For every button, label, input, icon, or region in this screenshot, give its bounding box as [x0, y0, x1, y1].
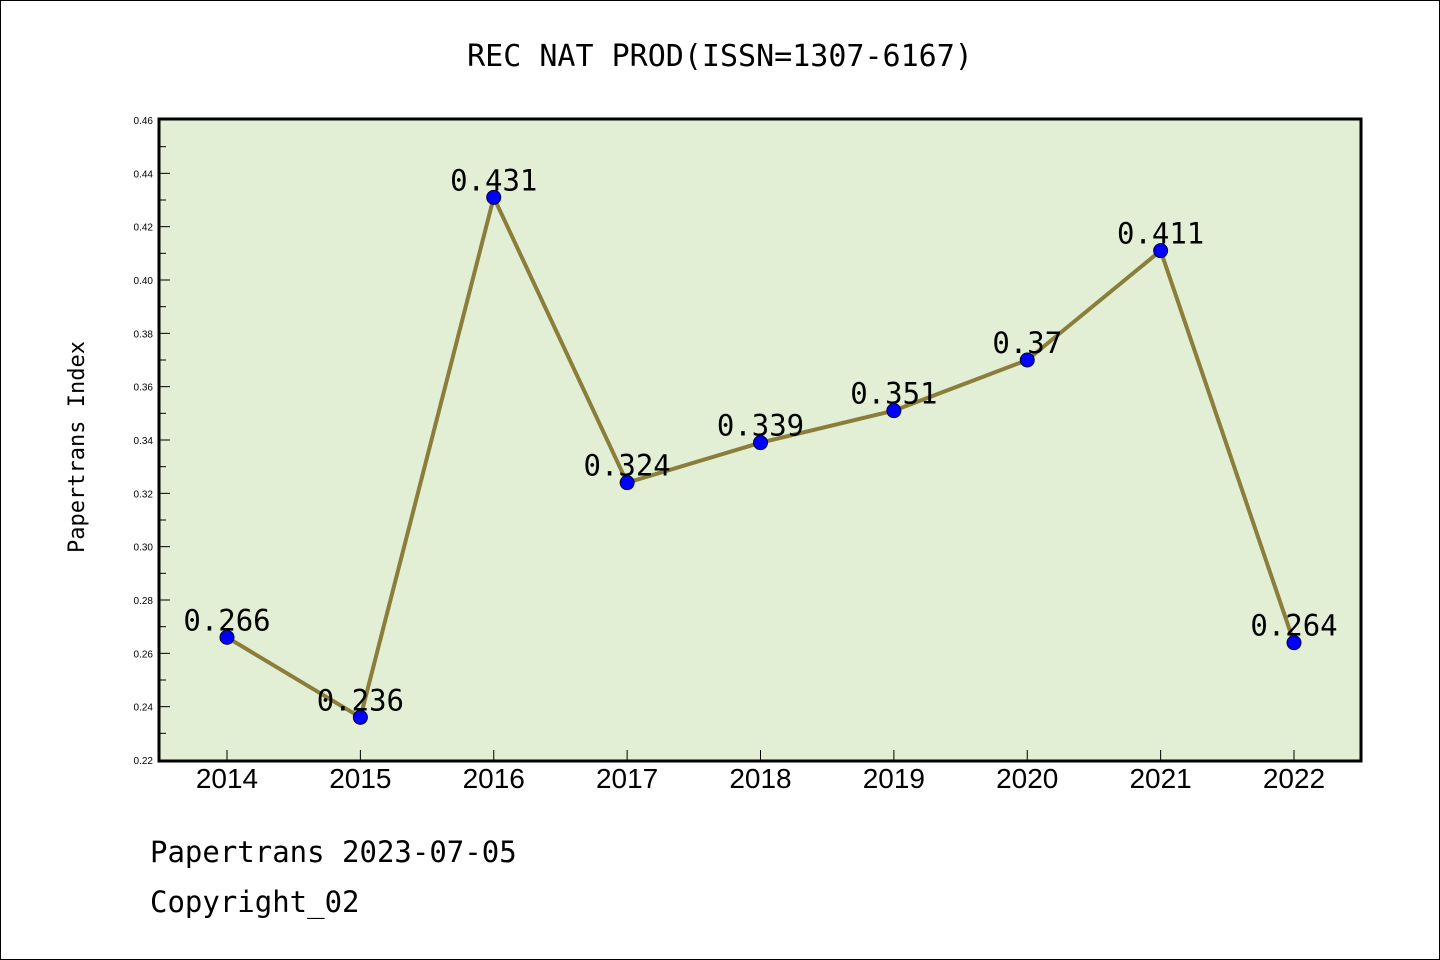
y-tick-label: 0.38: [134, 329, 154, 340]
y-tick-label: 0.42: [134, 223, 154, 234]
data-point: [886, 403, 902, 419]
y-axis-label: Papertrans Index: [65, 341, 90, 553]
x-tick-label: 2016: [463, 763, 525, 794]
y-tick-label: 0.22: [134, 756, 154, 767]
data-point: [753, 435, 768, 451]
data-point: [1019, 352, 1035, 368]
data-label: 0.339: [717, 409, 804, 443]
x-tick-label: 2021: [1129, 763, 1191, 794]
x-tick-label: 2019: [863, 763, 925, 794]
y-tick-label: 0.36: [134, 383, 154, 394]
data-label: 0.264: [1250, 609, 1337, 643]
x-tick-label: 2014: [196, 763, 258, 794]
y-tick-label: 0.40: [134, 276, 154, 287]
y-tick-label: 0.46: [134, 116, 154, 127]
x-tick-label: 2020: [996, 763, 1058, 794]
x-tick-label: 2022: [1263, 763, 1325, 794]
y-tick-label: 0.28: [134, 596, 154, 607]
data-label: 0.411: [1117, 217, 1204, 251]
data-label: 0.351: [850, 377, 937, 411]
x-tick-label: 2018: [729, 763, 791, 794]
data-point: [1153, 243, 1169, 259]
data-point: [352, 709, 368, 725]
x-tick-label: 2017: [596, 763, 658, 794]
x-axis: 2014 2015 2016 2017 2018 2019 2020 2021 2022: [196, 750, 1325, 794]
data-label: 0.236: [317, 683, 404, 717]
data-point: [219, 629, 235, 645]
data-point: [1286, 635, 1302, 651]
data-label: 0.431: [450, 163, 537, 197]
data-label: 0.37: [992, 326, 1062, 360]
footer-date: Papertrans 2023-07-05: [150, 835, 517, 869]
y-tick-label: 0.34: [134, 436, 154, 447]
data-point: [486, 189, 502, 205]
data-point: [619, 475, 635, 491]
data-label: 0.324: [583, 449, 670, 483]
chart-title: REC NAT PROD(ISSN=1307-6167): [467, 39, 973, 74]
data-labels: 0.266 0.236 0.431 0.324 0.339 0.351 0.37 0.411 0…: [183, 163, 1337, 717]
footer-copyright: Copyright_02: [150, 885, 360, 919]
y-tick-label: 0.32: [134, 489, 154, 500]
data-label: 0.266: [183, 603, 270, 637]
data-points: [219, 189, 1302, 725]
y-tick-label: 0.26: [134, 649, 154, 660]
y-tick-label: 0.24: [134, 703, 154, 714]
y-tick-label: 0.30: [134, 543, 154, 554]
x-tick-label: 2015: [329, 763, 391, 794]
y-axis: 0.22 0.24 0.26 0.28 0.30 0.32 0.34 0.36 0.38 0.40…: [134, 116, 170, 767]
y-tick-label: 0.44: [134, 169, 154, 180]
